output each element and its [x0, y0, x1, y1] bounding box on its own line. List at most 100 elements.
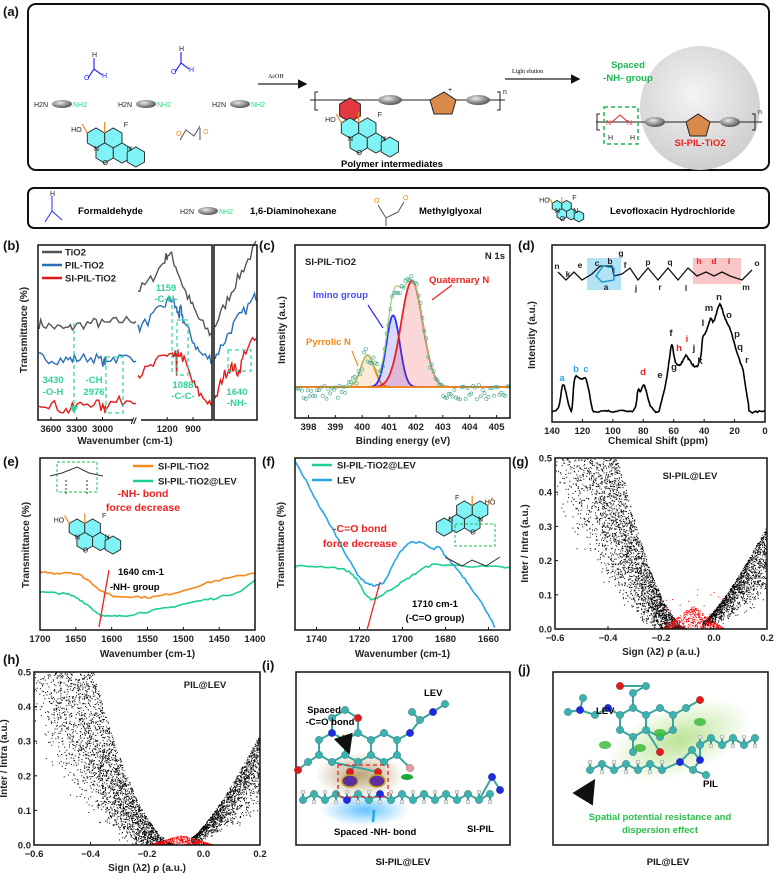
scatter-point — [618, 582, 620, 584]
scatter-point — [628, 558, 630, 560]
raw-data-point — [480, 388, 485, 392]
scatter-point — [622, 491, 624, 493]
scatter-point — [673, 617, 675, 619]
scatter-point — [619, 541, 621, 543]
scatter-point — [746, 598, 748, 600]
scatter-point — [751, 572, 753, 574]
scatter-point-intermolecular — [712, 625, 714, 627]
scatter-point — [616, 463, 618, 465]
scatter-point — [654, 589, 656, 591]
scatter-point — [652, 577, 654, 579]
scatter-point-intermolecular — [693, 622, 695, 624]
scatter-point-intermolecular — [693, 606, 695, 608]
scatter-point — [616, 490, 618, 492]
scatter-point — [581, 523, 583, 525]
scatter-point — [615, 505, 617, 507]
scatter-point — [601, 496, 603, 498]
scatter-point — [595, 514, 597, 516]
scatter-point — [599, 519, 601, 521]
scatter-point — [623, 510, 625, 512]
scatter-point — [628, 562, 630, 564]
scatter-point — [584, 454, 585, 455]
scatter-point — [723, 598, 725, 600]
y-axis-label: Intensity (a.u.) — [277, 296, 288, 364]
scatter-point — [633, 589, 635, 591]
scatter-point — [649, 599, 651, 601]
scatter-point-intermolecular — [682, 622, 684, 624]
scatter-point — [741, 577, 743, 579]
scatter-point — [664, 605, 666, 607]
y-tick-label: 0.2 — [539, 556, 552, 567]
scatter-point — [624, 583, 626, 585]
scatter-point — [646, 577, 648, 579]
scatter-point — [764, 576, 766, 578]
scatter-point — [659, 605, 661, 607]
scatter-point — [638, 587, 640, 589]
scatter-point — [609, 489, 611, 491]
scatter-point — [603, 466, 605, 468]
scatter-point — [669, 624, 671, 626]
scatter-point-intermolecular — [685, 621, 687, 623]
scatter-point — [648, 607, 650, 609]
scatter-point — [615, 532, 617, 534]
scatter-point-intermolecular — [671, 627, 673, 629]
scatter-point — [621, 523, 623, 525]
scatter-point — [614, 529, 616, 531]
scatter-point — [652, 614, 654, 616]
scatter-point — [763, 546, 765, 548]
scatter-point — [719, 616, 721, 618]
scatter-point-intermolecular — [699, 613, 701, 615]
scatter-point — [604, 521, 606, 523]
scatter-point — [622, 520, 624, 522]
scatter-point — [573, 470, 575, 472]
scatter-point — [635, 543, 637, 545]
scatter-point — [643, 592, 645, 594]
scatter-point — [619, 471, 621, 473]
scatter-point — [622, 487, 624, 489]
scatter-point — [619, 552, 621, 554]
scatter-point — [594, 503, 596, 505]
scatter-point — [572, 504, 574, 506]
scatter-point — [758, 549, 760, 551]
scatter-point-intermolecular — [703, 617, 705, 619]
scatter-point — [770, 546, 771, 547]
raw-data-point — [405, 277, 410, 281]
scatter-point — [617, 488, 619, 490]
scatter-point — [745, 564, 747, 566]
scatter-point — [603, 581, 605, 583]
scatter-point — [592, 484, 594, 486]
scatter-point — [636, 607, 638, 609]
scatter-point — [762, 584, 764, 586]
scatter-point-intermolecular — [692, 620, 694, 622]
panel-label-c: (c) — [259, 238, 275, 253]
scatter-point-intermolecular — [667, 627, 669, 629]
scatter-point — [630, 532, 632, 534]
scatter-point — [627, 523, 629, 525]
scatter-point — [608, 493, 610, 495]
scatter-point — [731, 611, 733, 613]
scatter-point — [595, 512, 597, 514]
scatter-point — [753, 564, 755, 566]
scatter-point — [611, 488, 613, 490]
scatter-point — [744, 586, 746, 588]
scatter-point — [617, 568, 619, 570]
scatter-point — [618, 481, 620, 483]
scatter-point — [768, 558, 769, 559]
scatter-point — [85, 790, 87, 792]
atom-label: H — [92, 52, 97, 59]
scatter-point-intermolecular — [685, 611, 687, 613]
scatter-point — [612, 563, 614, 565]
scatter-point — [725, 598, 727, 600]
scatter-point — [764, 534, 766, 536]
scatter-point — [627, 512, 629, 514]
scatter-point — [741, 576, 743, 578]
scatter-point — [756, 569, 758, 571]
scatter-point — [742, 594, 744, 596]
scatter-point — [759, 576, 761, 578]
x-tick-label: 1680 — [435, 634, 456, 645]
scatter-point — [746, 566, 748, 568]
scatter-point — [633, 539, 635, 541]
scatter-point — [675, 620, 677, 622]
scatter-point — [614, 516, 616, 518]
